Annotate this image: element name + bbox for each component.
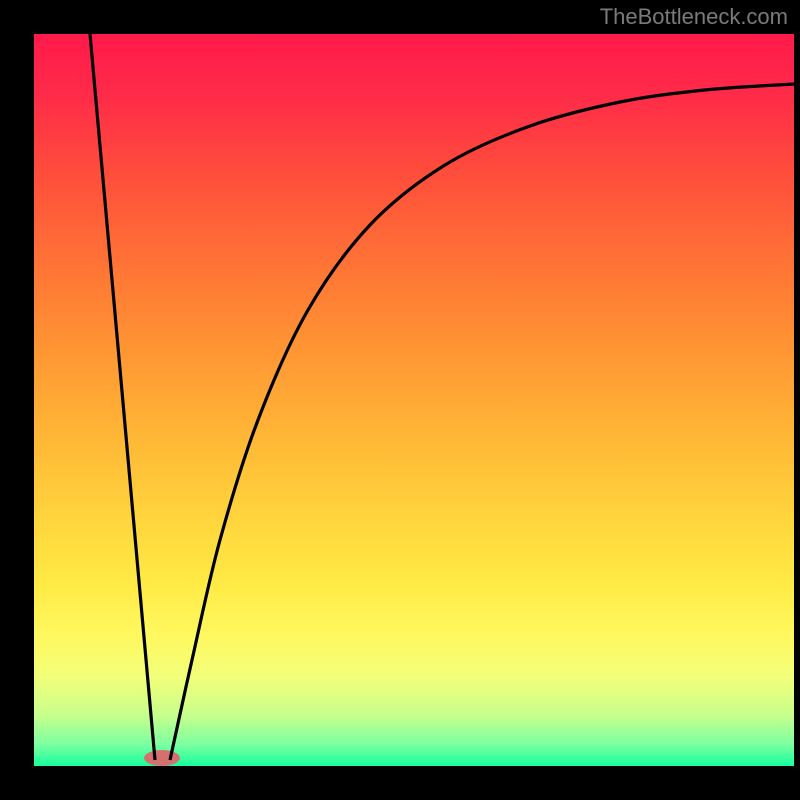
watermark-text: TheBottleneck.com: [600, 4, 788, 30]
chart-container: TheBottleneck.com: [0, 0, 800, 800]
gradient-background: [34, 34, 794, 766]
optimal-marker: [144, 750, 180, 766]
bottleneck-chart: [0, 0, 800, 800]
